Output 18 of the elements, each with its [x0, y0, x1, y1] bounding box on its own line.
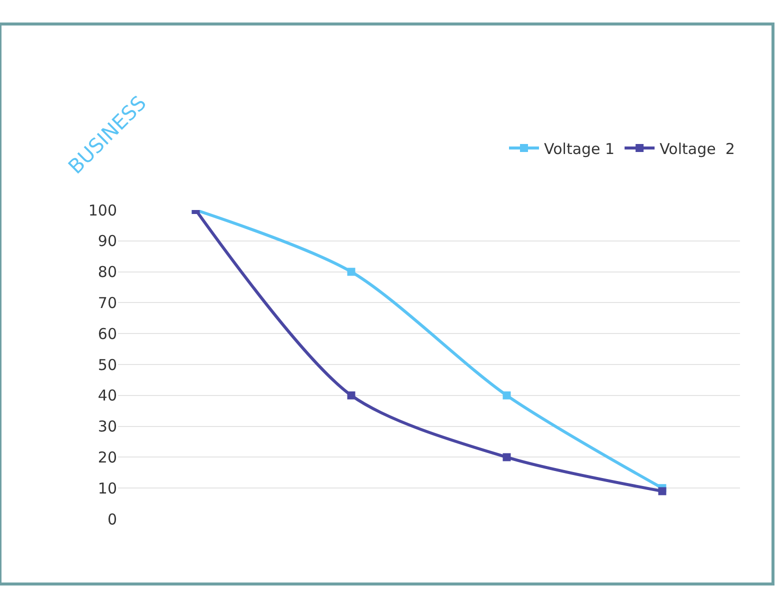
y-tick-label: 80	[98, 263, 117, 282]
y-tick-label: 60	[98, 324, 117, 343]
y-tick-label: 70	[98, 294, 117, 312]
y-tick-label: 10	[98, 479, 117, 498]
y-tick-label: 40	[98, 386, 117, 405]
point	[658, 487, 666, 496]
point	[347, 268, 356, 276]
legend-label: Voltage 1	[544, 140, 615, 158]
point	[502, 453, 511, 462]
y-tick-label: 90	[98, 232, 117, 250]
y-tick-label: 0	[107, 510, 117, 528]
y-tick-label: 20	[98, 448, 117, 466]
point	[347, 391, 356, 400]
legend-label: Voltage 2	[660, 140, 735, 158]
point	[502, 391, 511, 400]
y-tick-label: 50	[98, 356, 117, 374]
y-tick-label: 100	[88, 201, 117, 220]
y-tick-label: 30	[98, 418, 117, 436]
